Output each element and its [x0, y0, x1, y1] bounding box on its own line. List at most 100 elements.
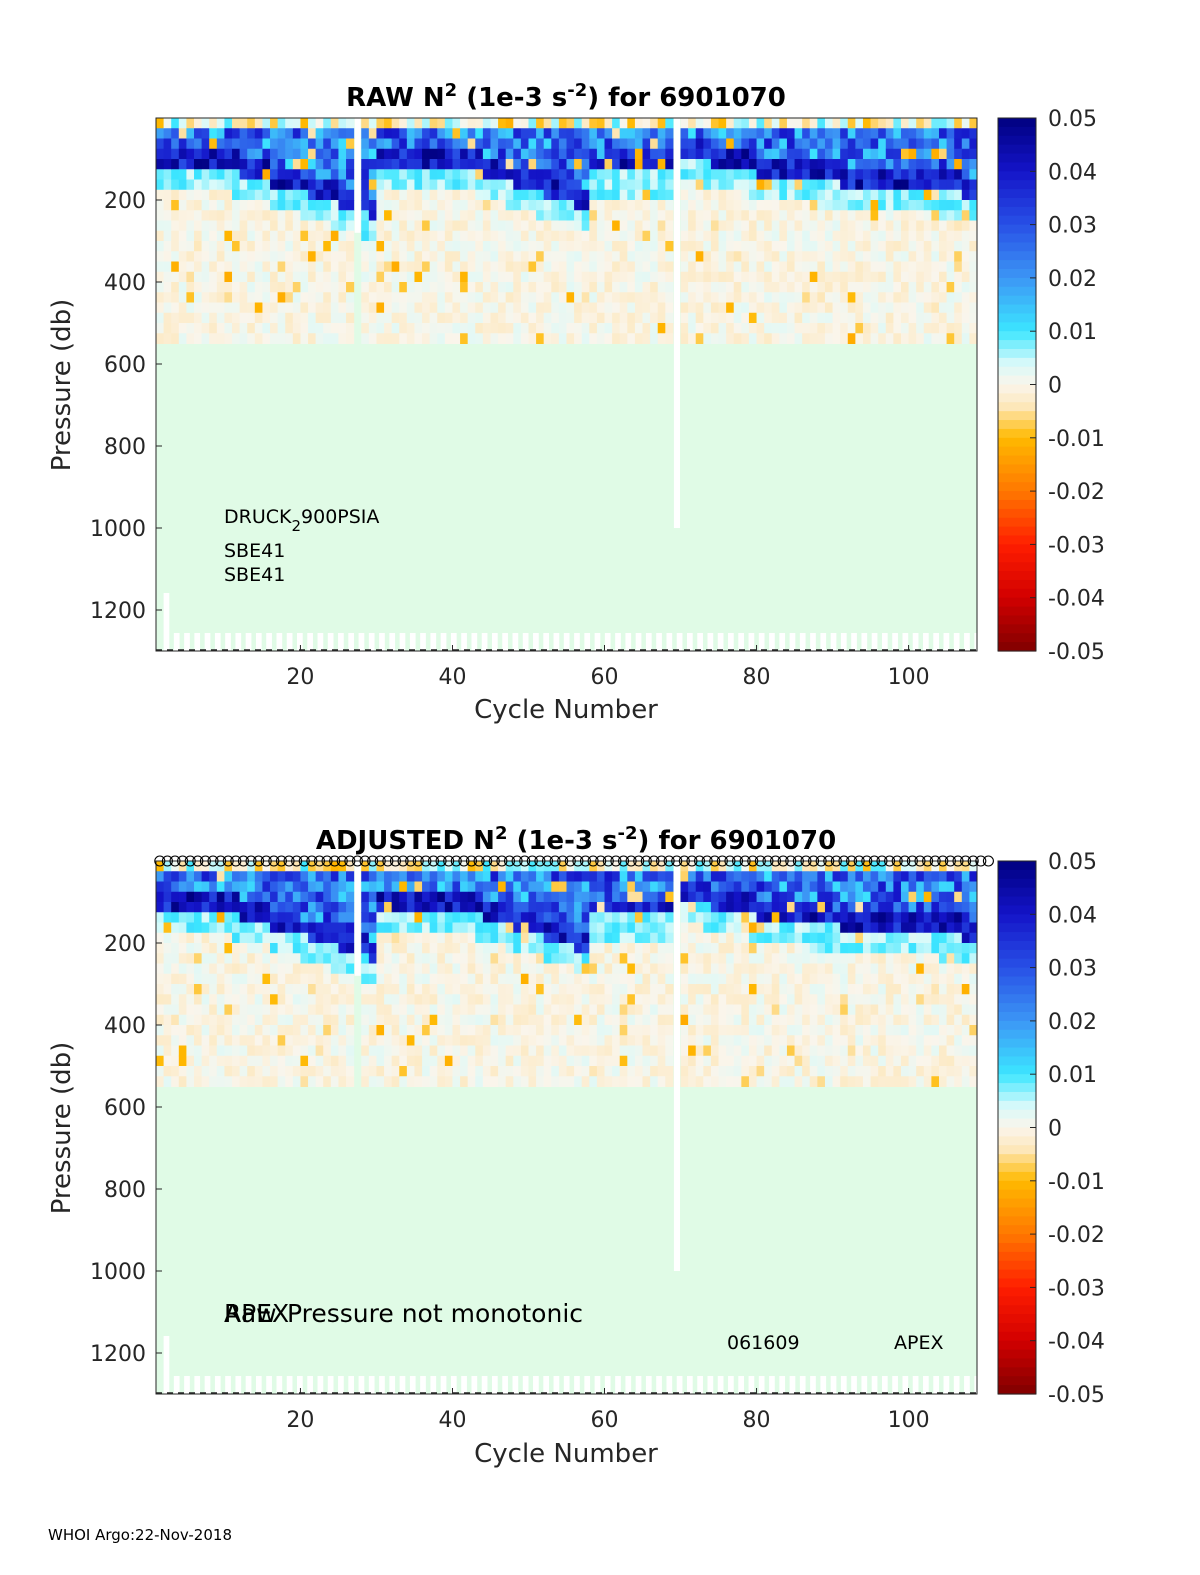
heatmap-cell [916, 902, 925, 913]
heatmap-cell [946, 912, 955, 923]
heatmap-cell [232, 1025, 241, 1036]
heatmap-cell [224, 953, 233, 964]
heatmap-cell [308, 1066, 317, 1077]
heatmap-cell [505, 881, 514, 893]
heatmap-cell [756, 302, 765, 314]
heatmap-cell [490, 230, 499, 242]
heatmap-cell [938, 943, 948, 954]
heatmap-cell [771, 118, 780, 129]
heatmap-cell [422, 973, 431, 985]
heatmap-cell [308, 1025, 317, 1036]
heatmap-cell [330, 241, 339, 252]
heatmap-cell [551, 1025, 560, 1036]
heatmap-cell [931, 302, 940, 314]
heatmap-cell [786, 1066, 796, 1077]
bottom-gap [184, 1376, 190, 1394]
heatmap-cell [368, 179, 377, 191]
heatmap-cell [178, 1014, 187, 1026]
heatmap-cell [634, 1025, 644, 1036]
heatmap-cell [277, 1014, 286, 1026]
heatmap-cell [452, 138, 461, 150]
heatmap-cell [376, 159, 385, 170]
heatmap-cell [779, 179, 788, 191]
heatmap-cell [612, 292, 621, 303]
heatmap-cell [437, 179, 446, 191]
heatmap-cell [216, 1066, 225, 1077]
qc-marker [230, 855, 242, 867]
heatmap-cell [840, 871, 849, 882]
heatmap-cell [969, 169, 978, 180]
heatmap-cell [741, 323, 750, 334]
heatmap-cell [634, 323, 644, 334]
heatmap-cell [627, 200, 636, 211]
heatmap-cell [574, 200, 583, 211]
heatmap-cell [733, 1025, 742, 1036]
heatmap-cell [794, 302, 803, 314]
raw-heatmap-cells [156, 118, 981, 651]
heatmap-cell [900, 230, 910, 242]
heatmap-cell [505, 241, 514, 252]
heatmap-cell [718, 1055, 727, 1067]
heatmap-cell [285, 323, 294, 334]
heatmap-cell [581, 973, 590, 985]
heatmap-cell [665, 1004, 674, 1016]
heatmap-cell [650, 994, 659, 1005]
heatmap-cell [254, 200, 263, 211]
heatmap-cell [254, 1045, 263, 1057]
heatmap-cell [809, 292, 818, 303]
colorbar-segment [998, 606, 1036, 617]
heatmap-cell [574, 179, 583, 191]
heatmap-cell [908, 220, 917, 232]
heatmap-cell [642, 251, 651, 262]
heatmap-cell [513, 128, 522, 139]
heatmap-cell [900, 128, 910, 139]
heatmap-cell [384, 159, 393, 170]
heatmap-cell [186, 292, 195, 303]
bottom-gap [851, 633, 857, 651]
heatmap-cell [840, 128, 849, 139]
heatmap-cell [893, 271, 902, 283]
heatmap-cell [703, 881, 712, 893]
heatmap-cell [346, 1045, 355, 1057]
heatmap-cell [946, 323, 955, 334]
heatmap-cell [832, 323, 841, 334]
heatmap-cell [285, 220, 294, 232]
heatmap-cell [498, 220, 507, 232]
heatmap-cell [893, 1055, 902, 1067]
heatmap-cell [414, 148, 423, 160]
heatmap-cell [764, 333, 773, 344]
heatmap-cell [862, 220, 872, 232]
heatmap-cell [847, 943, 856, 954]
heatmap-cell [786, 973, 796, 985]
heatmap-cell [916, 271, 925, 283]
heatmap-cell [680, 333, 689, 344]
heatmap-cell [878, 189, 887, 201]
heatmap-cell [726, 871, 735, 882]
heatmap-cell [216, 902, 225, 913]
heatmap-cell [361, 871, 370, 882]
heatmap-cell [429, 891, 438, 903]
qc-marker [465, 855, 478, 867]
heatmap-cell [292, 912, 301, 923]
heatmap-cell [574, 1004, 583, 1016]
heatmap-cell [156, 118, 165, 129]
heatmap-cell [961, 891, 970, 903]
heatmap-cell [741, 271, 750, 283]
heatmap-cell [384, 973, 393, 985]
heatmap-cell [201, 1035, 210, 1046]
heatmap-cell [566, 292, 575, 303]
heatmap-cell [596, 1004, 606, 1016]
heatmap-cell [634, 922, 644, 934]
heatmap-cell [703, 128, 712, 139]
heatmap-cell [224, 323, 233, 334]
heatmap-cell [338, 1014, 347, 1026]
heatmap-cell [954, 128, 963, 139]
heatmap-cell [908, 271, 917, 283]
heatmap-cell [308, 1055, 317, 1067]
heatmap-cell [764, 963, 773, 975]
colorbar-segment [998, 277, 1036, 288]
heatmap-cell [422, 1055, 431, 1067]
heatmap-cell [680, 1066, 689, 1077]
heatmap-cell [399, 210, 408, 221]
heatmap-cell [703, 902, 712, 913]
